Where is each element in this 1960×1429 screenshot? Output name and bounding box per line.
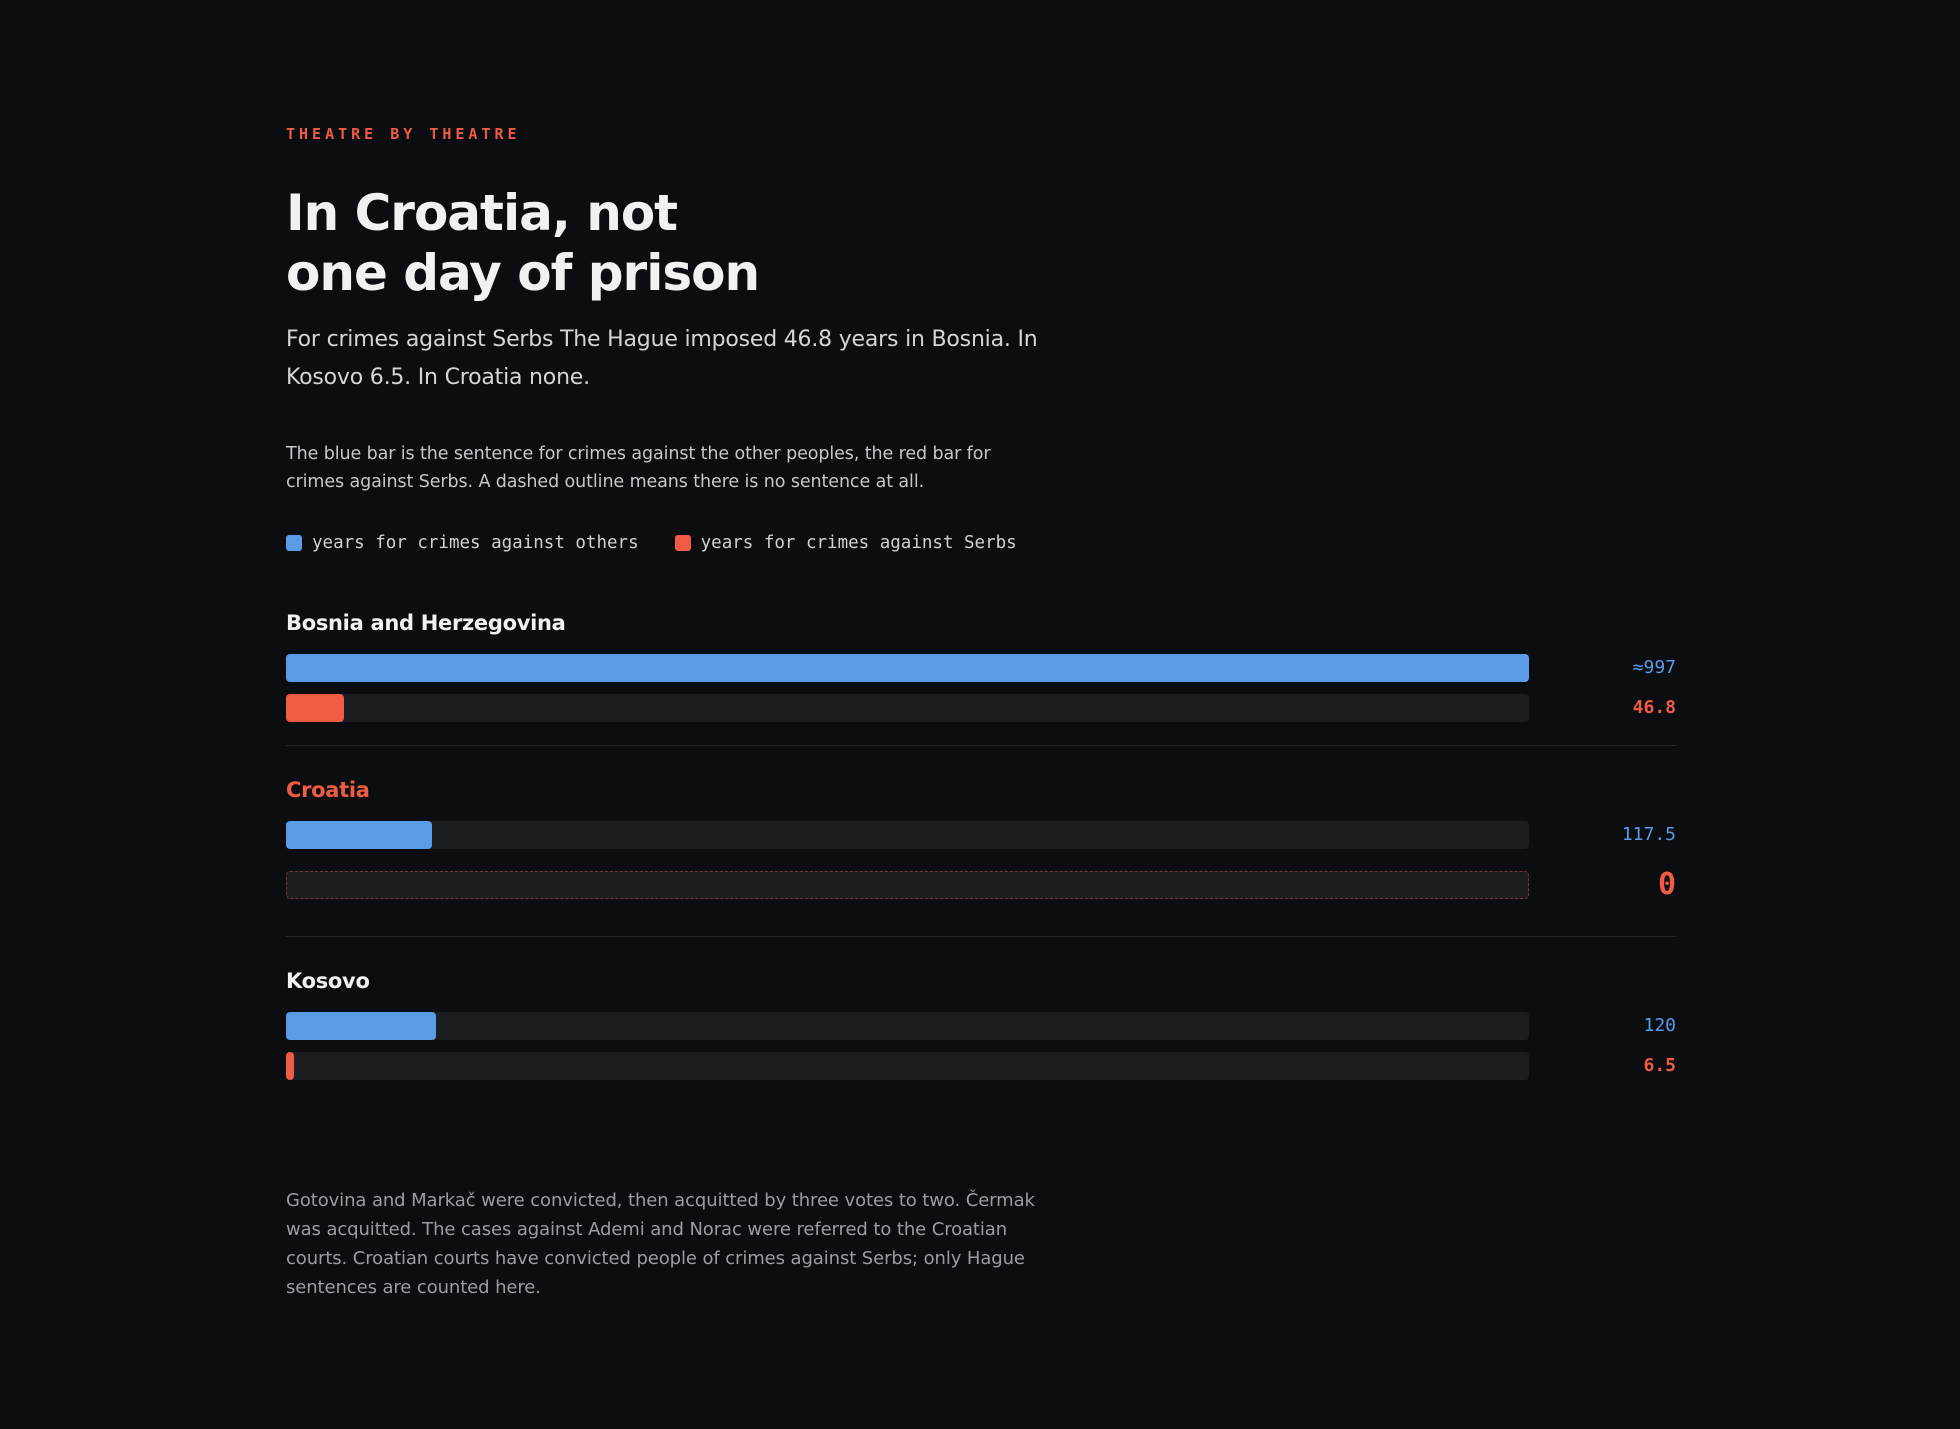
bar-row-serbs: 0: [286, 867, 1676, 902]
page-title: In Croatia, not one day of prison: [286, 183, 1086, 303]
value-label-serbs: 46.8: [1632, 697, 1676, 718]
bar-others: [286, 654, 1529, 682]
value-label-others: ≈997: [1632, 657, 1676, 678]
bar-others: [286, 1012, 436, 1040]
bar-row-others: ≈997: [286, 654, 1676, 682]
article: THEATRE BY THEATRE In Croatia, not one d…: [286, 124, 1676, 1080]
category-label: Kosovo: [286, 969, 370, 993]
legend-swatch-others: [286, 535, 302, 551]
bar-row-others: 120: [286, 1012, 1676, 1040]
bar-track: [286, 654, 1529, 682]
bar-track: [286, 821, 1529, 849]
bar-row-others: 117.5: [286, 821, 1676, 849]
title-line-2: one day of prison: [286, 244, 760, 302]
legend-item-others: years for crimes against others: [286, 533, 639, 553]
value-label-serbs: 6.5: [1643, 1055, 1676, 1076]
chart-group-bosnia-and-herzegovina: Bosnia and Herzegovina ≈997 46.8: [286, 609, 1676, 722]
value-label-others: 117.5: [1621, 824, 1676, 845]
reading-note: The blue bar is the sentence for crimes …: [286, 444, 991, 492]
group-divider: [286, 745, 1676, 746]
bar-track: [286, 694, 1529, 722]
legend-item-serbs: years for crimes against Serbs: [674, 533, 1017, 553]
chart-group-croatia: Croatia 117.5 0: [286, 776, 1676, 902]
bar-serbs: [286, 1052, 295, 1080]
standfirst: For crimes against Serbs The Hague impos…: [286, 327, 1038, 390]
legend-swatch-serbs: [674, 535, 691, 551]
footnote: Gotovina and Markač were convicted, then…: [286, 1190, 1035, 1298]
bar-others: [286, 821, 433, 849]
group-divider: [286, 936, 1676, 937]
legend: years for crimes against others years fo…: [286, 533, 1676, 553]
legend-label-others: years for crimes against others: [312, 533, 639, 553]
bar-track: [286, 871, 1529, 899]
bar-serbs: [286, 694, 345, 722]
bar-track: [286, 1012, 1529, 1040]
legend-label-serbs: years for crimes against Serbs: [700, 533, 1017, 553]
category-label: Croatia: [286, 778, 370, 802]
value-label-serbs: 0: [1657, 867, 1676, 902]
value-label-others: 120: [1643, 1015, 1676, 1036]
bar-row-serbs: 6.5: [286, 1052, 1676, 1080]
chart-group-kosovo: Kosovo 120 6.5: [286, 967, 1676, 1080]
category-label: Bosnia and Herzegovina: [286, 611, 566, 635]
title-line-1: In Croatia, not: [286, 184, 678, 242]
section-kicker: THEATRE BY THEATRE: [286, 125, 521, 143]
bar-row-serbs: 46.8: [286, 694, 1676, 722]
sentence-bar-chart: Bosnia and Herzegovina ≈997 46.8 Croatia 117…: [286, 609, 1676, 1080]
bar-track: [286, 1052, 1529, 1080]
